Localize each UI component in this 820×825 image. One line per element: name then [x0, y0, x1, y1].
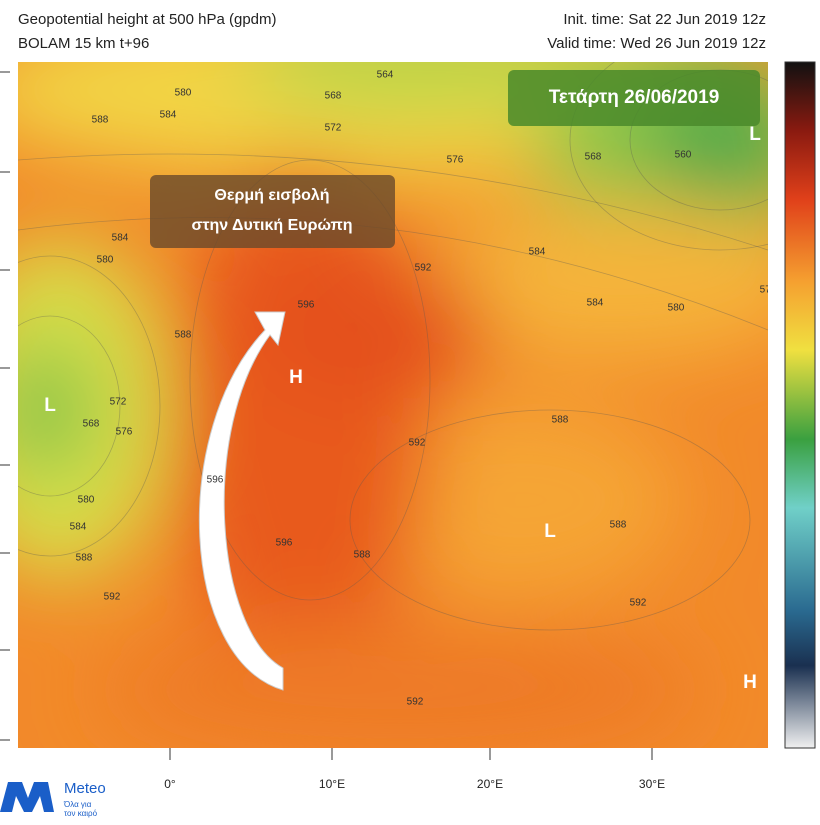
- annotation: Θερμή εισβολή: [214, 187, 329, 204]
- contour-label: 584: [160, 110, 177, 121]
- contour-label: 596: [207, 475, 224, 486]
- date-box: [508, 70, 760, 126]
- logo-name: Meteo: [64, 780, 106, 797]
- contour-label: 584: [70, 522, 87, 533]
- contour-label: 576: [116, 427, 133, 438]
- contour-label: 580: [175, 88, 192, 99]
- contour-label: 576: [760, 285, 777, 296]
- valid-time: Valid time: Wed 26 Jun 2019 12z: [547, 35, 766, 52]
- contour-label: 560: [675, 150, 692, 161]
- pressure-label: L: [544, 521, 556, 542]
- logo-tagline: τον καιρό: [64, 809, 98, 818]
- contour-label: 592: [409, 438, 426, 449]
- map: Τετάρτη 26/06/2019 Θερμή εισβολή στην Δυ…: [18, 62, 777, 748]
- annotation-box: [150, 175, 395, 248]
- lon-label: 10°E: [319, 777, 345, 791]
- contour-label: 592: [104, 592, 121, 603]
- contour-label: 588: [175, 330, 192, 341]
- contour-label: 584: [529, 247, 546, 258]
- contour-label: 568: [325, 91, 342, 102]
- contour-label: 564: [377, 70, 394, 81]
- lon-label: 30°E: [639, 777, 665, 791]
- contour-label: 580: [78, 495, 95, 506]
- contour-label: 592: [630, 598, 647, 609]
- annotation: στην Δυτική Ευρώπη: [191, 217, 352, 234]
- contour-label: 588: [610, 520, 627, 531]
- contour-label: 572: [110, 397, 127, 408]
- contour-label: 584: [112, 233, 129, 244]
- lon-label: 0°: [164, 777, 176, 791]
- contour-label: 592: [415, 263, 432, 274]
- contour-label: 588: [354, 550, 371, 561]
- pressure-label: H: [289, 367, 303, 388]
- contour-label: 568: [83, 419, 100, 430]
- contour-label: 588: [76, 553, 93, 564]
- color-bar: [784, 61, 816, 749]
- contour-label: 572: [325, 123, 342, 134]
- pressure-label: L: [749, 124, 761, 145]
- title: Geopotential height at 500 hPa (gpdm): [18, 11, 277, 28]
- contour-label: 592: [407, 697, 424, 708]
- contour-label: 596: [276, 538, 293, 549]
- contour-label: 580: [668, 303, 685, 314]
- contour-label: 588: [92, 115, 109, 126]
- pressure-label: H: [743, 672, 757, 693]
- logo: Meteo Όλα για τον καιρό: [0, 780, 106, 818]
- contour-label: 584: [587, 298, 604, 309]
- init-time: Init. time: Sat 22 Jun 2019 12z: [563, 11, 766, 28]
- arrow: [198, 311, 286, 691]
- pressure-label: L: [44, 395, 56, 416]
- model: BOLAM 15 km t+96: [18, 35, 149, 52]
- contour-label: 576: [447, 155, 464, 166]
- date-label: Τετάρτη 26/06/2019: [549, 87, 720, 108]
- contour-label: 568: [585, 152, 602, 163]
- lon-label: 20°E: [477, 777, 503, 791]
- contour-label: 596: [298, 300, 315, 311]
- axis-ticks: [0, 71, 653, 760]
- logo-tagline: Όλα για: [63, 800, 92, 809]
- contour-label: 588: [552, 415, 569, 426]
- header: Geopotential height at 500 hPa (gpdm) BO…: [18, 11, 766, 52]
- contour-label: 580: [97, 255, 114, 266]
